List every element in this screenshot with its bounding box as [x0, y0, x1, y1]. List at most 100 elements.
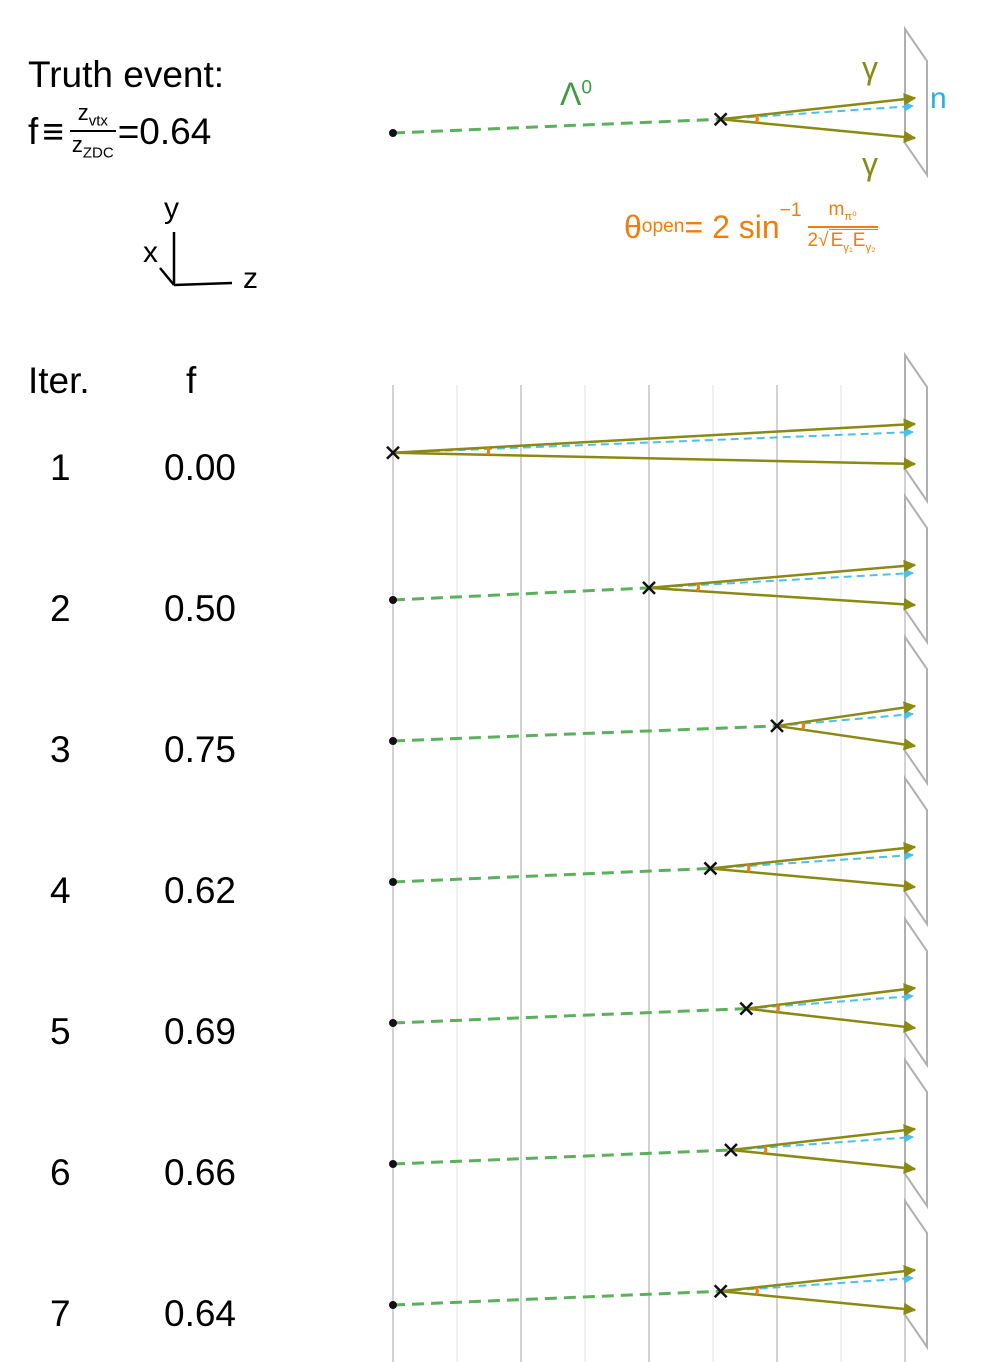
detector-plane [904, 492, 928, 646]
photon-track-upper [776, 701, 917, 728]
photon-track-lower [746, 1007, 917, 1033]
opening-angle-arc [485, 446, 491, 456]
iteration-f-value: 0.69 [164, 1011, 237, 1052]
decay-vertex-marker [724, 1143, 738, 1157]
equiv-symbol: ≡ [42, 110, 64, 152]
photon-track-upper [720, 1265, 917, 1293]
axis-label-y: y [164, 192, 179, 225]
formula-sup: −1 [779, 200, 802, 221]
lambda-track [392, 1007, 747, 1025]
decay-vertex-marker [770, 719, 784, 733]
f-definition: f ≡ zvtx zZDC =0.64 [28, 102, 211, 161]
detector-plane [904, 915, 928, 1069]
decay-vertex-marker [386, 445, 400, 460]
column-header-iter: Iter. [28, 360, 90, 401]
production-point [389, 1019, 397, 1027]
decay-vertex-marker [642, 580, 656, 595]
iteration-f-value: 0.50 [164, 588, 237, 629]
neutron-track [776, 709, 914, 727]
photon-track-upper [730, 1124, 917, 1152]
iteration-number: 1 [50, 447, 71, 488]
formula-num: m [828, 199, 845, 220]
opening-angle-arc [754, 1286, 759, 1296]
gamma-label-top: γ [862, 50, 878, 86]
opening-angle-arc [746, 863, 751, 873]
tracks-group [386, 25, 928, 1351]
lambda-track [392, 1148, 731, 1166]
iteration-number: 3 [50, 729, 71, 770]
frac-denominator-sub: ZDC [82, 144, 114, 162]
frac-numerator-sub: vtx [88, 112, 108, 130]
neutron-track [648, 568, 914, 589]
detector-plane [904, 1056, 928, 1210]
neutron-track [710, 850, 914, 870]
iteration-number: 5 [50, 1011, 71, 1052]
opening-angle-arc [695, 582, 701, 592]
production-point [389, 596, 397, 604]
axis-label-x: x [143, 236, 158, 269]
lambda-track [392, 117, 721, 135]
decay-vertex-marker [703, 861, 718, 876]
iteration-number: 2 [50, 588, 71, 629]
iteration-number: 4 [50, 870, 71, 911]
production-point [389, 1301, 397, 1309]
frac-numerator: z [77, 100, 89, 125]
neutron-track [720, 1273, 914, 1293]
neutron-track [746, 991, 914, 1010]
iteration-f-value: 0.62 [164, 870, 237, 911]
photon-track-upper [648, 559, 917, 590]
photon-track-lower [392, 451, 917, 471]
opening-angle-arc [763, 1145, 768, 1155]
lambda-track [392, 866, 711, 884]
photon-track-lower [720, 117, 917, 144]
lambda-track [392, 1289, 721, 1307]
truth-f-value: =0.64 [117, 110, 212, 152]
theta-sub: open [641, 216, 685, 238]
photon-track-upper [392, 418, 917, 454]
decay-vertex-marker [739, 1001, 754, 1016]
iteration-f-value: 0.66 [164, 1152, 237, 1193]
production-point [389, 129, 397, 137]
photon-track-lower [710, 867, 917, 893]
photon-track-upper [746, 983, 917, 1010]
gamma-label-bottom: γ [862, 146, 878, 182]
neutron-track [730, 1132, 914, 1151]
photon-track-upper [710, 841, 917, 870]
production-point [389, 1160, 397, 1168]
truth-event-label: Truth event: [28, 54, 225, 95]
iteration-number: 6 [50, 1152, 71, 1193]
formula-den-prefix: 2 [807, 230, 819, 252]
decay-vertex-marker [713, 112, 728, 127]
frac-denominator: z [71, 132, 83, 158]
formula-fraction: mπ⁰ 2√ Eγ₁Eγ₂ [807, 199, 878, 254]
lambda-track [392, 586, 650, 602]
neutron-track [392, 427, 914, 454]
detector-plane [904, 351, 928, 505]
f-symbol: f [28, 110, 39, 152]
iteration-f-value: 0.75 [164, 729, 237, 770]
axis-label-z: z [243, 262, 258, 295]
photon-track-lower [776, 724, 917, 751]
photon-track-lower [648, 586, 917, 611]
axis-x-line [159, 267, 175, 286]
opening-angle-arc [754, 114, 759, 124]
opening-angle-arc [800, 721, 806, 731]
column-header-f: f [186, 360, 197, 401]
production-point [389, 878, 397, 886]
detector-plane [904, 1197, 928, 1351]
photon-track-lower [720, 1289, 917, 1316]
theta-symbol: θ [624, 208, 642, 245]
neutron-label: n [930, 82, 947, 115]
formula-radicand: Eγ₁Eγ₂ [828, 229, 878, 254]
opening-angle-arc [775, 1003, 780, 1014]
grid-lines [392, 385, 906, 1362]
formula-eq: = 2 sin [684, 208, 780, 245]
production-point [389, 737, 397, 745]
formula-num-sub: π⁰ [844, 210, 857, 223]
detector-plane [904, 774, 928, 928]
lambda-track [392, 724, 778, 743]
neutron-track [720, 101, 914, 121]
iteration-f-value: 0.64 [164, 1293, 237, 1334]
iteration-number: 7 [50, 1293, 71, 1334]
decay-vertex-marker [713, 1284, 728, 1299]
